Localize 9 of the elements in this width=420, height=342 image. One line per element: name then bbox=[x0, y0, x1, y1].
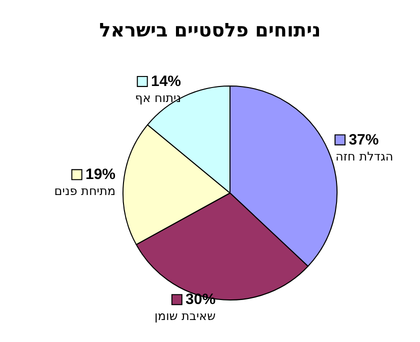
data-label: 14% bbox=[146, 72, 182, 90]
data-label: 37% bbox=[344, 131, 379, 148]
data-label: 19% bbox=[81, 166, 116, 184]
legend-label: שאיבת שומן bbox=[154, 309, 216, 324]
legend-label: ניתוח אף bbox=[135, 90, 182, 105]
legend-label: מתיחת פנים bbox=[54, 184, 116, 198]
chart-title: ניתוחים פלסטיים בישראל bbox=[99, 20, 321, 42]
legend-label: הגדלת חזה bbox=[336, 149, 394, 164]
data-label: 30% bbox=[181, 291, 216, 308]
